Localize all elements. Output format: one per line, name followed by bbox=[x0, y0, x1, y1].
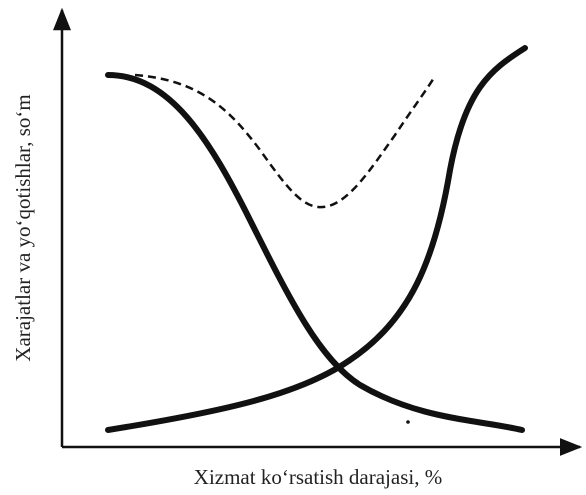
total-curve bbox=[134, 73, 437, 209]
dot bbox=[406, 420, 410, 424]
rising-curve bbox=[105, 45, 528, 433]
x-axis-label: Xizmat ko‘rsatish darajasi, % bbox=[194, 465, 442, 489]
falling-curve bbox=[105, 72, 525, 433]
y-axis-label: Xarajatlar va yo‘qotishlar, so‘m bbox=[11, 94, 35, 361]
